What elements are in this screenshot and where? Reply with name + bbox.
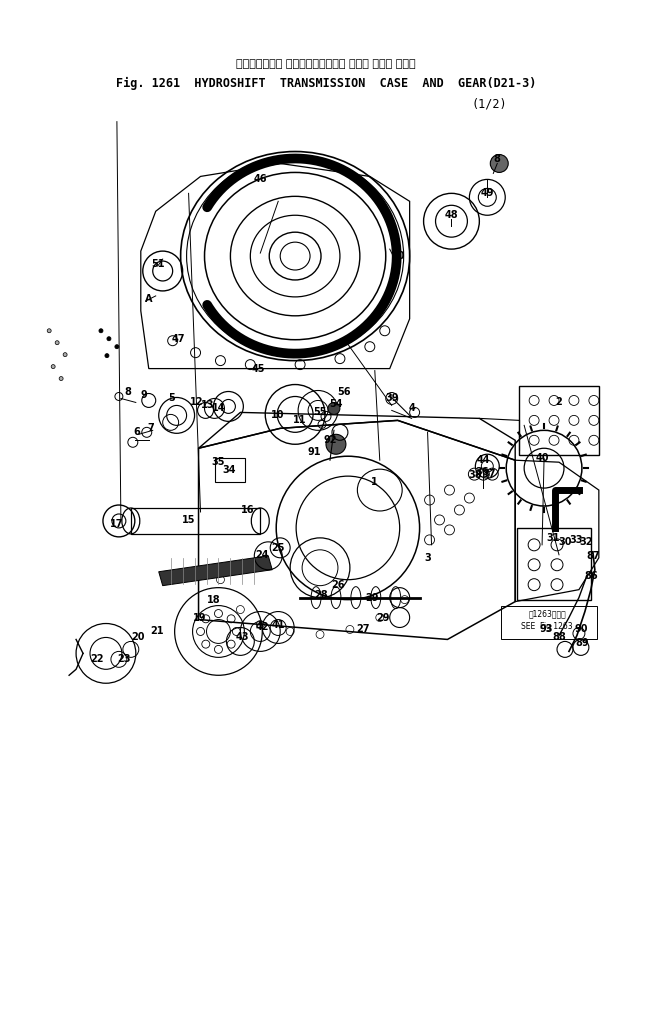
Text: 37: 37 (483, 469, 496, 479)
Text: A: A (145, 294, 153, 303)
Text: 29: 29 (365, 593, 379, 603)
Circle shape (107, 337, 111, 341)
Circle shape (63, 352, 67, 356)
Text: 92: 92 (323, 435, 337, 446)
Text: 40: 40 (535, 454, 549, 463)
Circle shape (59, 377, 63, 381)
Text: 38: 38 (469, 470, 482, 480)
Text: 2: 2 (556, 398, 562, 407)
Text: 28: 28 (314, 590, 328, 600)
Text: 17: 17 (110, 519, 123, 529)
Text: 3: 3 (424, 553, 431, 562)
Text: 7: 7 (148, 423, 154, 433)
Text: 89: 89 (575, 638, 589, 649)
Text: 88: 88 (552, 632, 566, 642)
Text: 32: 32 (579, 537, 593, 547)
Text: 22: 22 (90, 655, 104, 665)
Text: 11: 11 (293, 415, 307, 425)
Text: ハイドロシフト トランスミッション ケース および ギヤー: ハイドロシフト トランスミッション ケース および ギヤー (236, 59, 416, 69)
Text: 9: 9 (140, 391, 147, 401)
Text: 21: 21 (150, 626, 163, 636)
Text: 48: 48 (445, 210, 458, 220)
Text: 25: 25 (272, 543, 285, 553)
Text: 91: 91 (308, 448, 321, 457)
Text: 24: 24 (255, 550, 269, 560)
Circle shape (328, 403, 340, 414)
Text: 18: 18 (206, 595, 220, 605)
Circle shape (55, 341, 59, 345)
Circle shape (490, 154, 508, 173)
Text: 27: 27 (356, 624, 370, 634)
Text: 49: 49 (481, 189, 494, 198)
Text: 43: 43 (236, 632, 249, 642)
Text: 86: 86 (584, 570, 597, 581)
Circle shape (115, 345, 119, 349)
Text: 35: 35 (212, 457, 225, 467)
Text: 33: 33 (569, 535, 582, 545)
Text: 54: 54 (329, 400, 343, 409)
Text: 44: 44 (477, 455, 490, 465)
Text: 36: 36 (475, 467, 489, 477)
Text: 20: 20 (131, 632, 144, 642)
Text: 56: 56 (337, 388, 351, 398)
Circle shape (105, 353, 109, 357)
Text: 41: 41 (272, 619, 285, 629)
Text: 55: 55 (313, 407, 326, 417)
Text: 51: 51 (151, 259, 165, 269)
Text: 26: 26 (331, 580, 345, 590)
Text: 93: 93 (539, 624, 553, 634)
Text: Fig. 1261  HYDROSHIFT  TRANSMISSION  CASE  AND  GEAR(D21-3): Fig. 1261 HYDROSHIFT TRANSMISSION CASE A… (116, 77, 536, 90)
Text: 47: 47 (172, 334, 185, 344)
Text: 4: 4 (408, 403, 415, 413)
Text: 15: 15 (182, 515, 195, 525)
Text: 50: 50 (391, 251, 404, 261)
Text: 42: 42 (255, 622, 269, 632)
Text: 87: 87 (586, 551, 599, 561)
Text: 1: 1 (372, 477, 378, 487)
Circle shape (51, 364, 55, 368)
Text: 8: 8 (494, 154, 501, 164)
Text: 30: 30 (558, 537, 572, 547)
Text: 31: 31 (547, 533, 560, 543)
Text: 23: 23 (117, 655, 131, 665)
Text: 10: 10 (270, 410, 284, 420)
Text: 34: 34 (223, 465, 236, 475)
Text: 8: 8 (125, 388, 131, 398)
Text: 19: 19 (193, 612, 206, 622)
Text: 39: 39 (385, 394, 398, 404)
Text: 90: 90 (574, 624, 588, 634)
Text: 14: 14 (212, 403, 225, 413)
Text: 12: 12 (190, 398, 203, 407)
Text: 46: 46 (253, 175, 267, 185)
Text: 29: 29 (376, 612, 389, 622)
Circle shape (326, 434, 346, 455)
Text: 6: 6 (133, 427, 140, 437)
Text: 第1263図参照: 第1263図参照 (528, 609, 566, 618)
Circle shape (99, 329, 103, 333)
Circle shape (47, 329, 51, 333)
Text: 16: 16 (240, 505, 254, 515)
Text: 13: 13 (200, 401, 214, 410)
Polygon shape (159, 556, 272, 586)
Text: SEE  Fig 1263: SEE Fig 1263 (521, 622, 573, 631)
Text: (1/2): (1/2) (471, 97, 507, 111)
Text: 5: 5 (168, 394, 175, 404)
Text: 45: 45 (251, 363, 265, 374)
